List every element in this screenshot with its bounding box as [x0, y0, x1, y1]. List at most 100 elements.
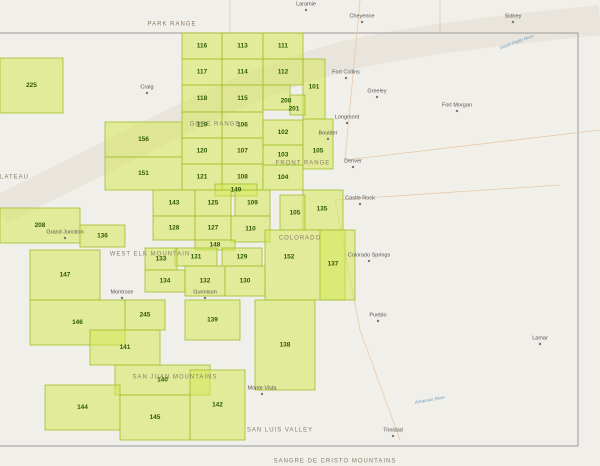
unit-label: 149 — [231, 187, 242, 194]
city-dot — [345, 121, 349, 125]
city-label: Monte Vista — [248, 385, 278, 391]
hunt-unit — [124, 299, 166, 331]
unit-label: 110 — [245, 226, 256, 233]
unit-label: 111 — [278, 43, 289, 50]
city-dot — [391, 434, 395, 438]
unit-label: 138 — [280, 342, 291, 349]
unit-label: 144 — [77, 404, 88, 411]
hunt-unit — [224, 265, 266, 297]
city-label: Fort Morgan — [442, 102, 472, 108]
unit-label: 208 — [35, 222, 46, 229]
city-label: Denver — [344, 158, 362, 164]
unit-label: 245 — [140, 312, 151, 319]
hunt-unit — [221, 58, 264, 86]
city-label: Greeley — [367, 88, 387, 94]
city-dot — [63, 236, 67, 240]
unit-label: 108 — [237, 174, 248, 181]
hunt-unit — [0, 207, 81, 244]
unit-label: 127 — [208, 225, 219, 232]
city-label: Grand Junction — [46, 229, 83, 235]
hunt-unit — [119, 394, 191, 441]
unit-label: 102 — [278, 129, 289, 136]
hunt-unit — [221, 111, 264, 139]
city-label: Colorado Springs — [348, 252, 391, 258]
unit-label: 135 — [317, 206, 328, 213]
city-dot — [375, 95, 379, 99]
hunt-unit — [184, 265, 226, 297]
city-dot — [120, 296, 124, 300]
hunt-unit — [184, 299, 241, 341]
unit-label: 134 — [160, 278, 171, 285]
hunt-unit — [104, 121, 183, 158]
unit-label: 119 — [197, 122, 208, 129]
unit-label: 152 — [284, 254, 295, 261]
units-layer — [0, 32, 356, 441]
hunt-unit — [29, 249, 101, 301]
hunt-unit — [79, 224, 126, 248]
city-dot — [538, 342, 542, 346]
city-dot — [203, 296, 207, 300]
unit-label: 118 — [197, 95, 208, 102]
hunt-unit — [152, 215, 196, 241]
unit-label: 145 — [150, 414, 161, 421]
region-label: WEST ELK MOUNTAIN — [110, 252, 190, 258]
hunt-unit — [221, 32, 264, 60]
city-dot — [455, 109, 459, 113]
unit-label: 140 — [157, 377, 168, 384]
hunt-unit — [254, 299, 316, 391]
unit-label: 148 — [210, 242, 221, 249]
unit-label: 116 — [197, 43, 208, 50]
region-label: PLATEAU — [0, 175, 29, 181]
unit-label: 109 — [247, 200, 258, 207]
city-dot — [351, 165, 355, 169]
unit-label: 139 — [207, 317, 218, 324]
unit-label: 120 — [197, 148, 208, 155]
hunt-unit — [152, 189, 196, 217]
unit-label: 156 — [138, 136, 149, 143]
border-line — [229, 0, 441, 33]
unit-label: 114 — [237, 69, 248, 76]
hunt-unit — [89, 329, 161, 366]
city-label: Laramie — [296, 1, 316, 7]
region-label: GORE RANGE — [190, 122, 241, 128]
city-label: Castle Rock — [345, 195, 375, 201]
unit-label: 133 — [156, 256, 167, 263]
hunt-unit — [189, 369, 246, 441]
city-label: Craig — [140, 84, 153, 90]
unit-label: 130 — [240, 278, 251, 285]
hunt-unit — [319, 229, 356, 301]
hunt-unit — [279, 194, 306, 231]
region-label: FRONT RANGE — [276, 161, 331, 167]
unit-label: 146 — [72, 319, 83, 326]
river-label: Arkansas River — [414, 394, 446, 404]
hunt-unit — [302, 118, 334, 170]
hunt-unit — [289, 94, 306, 116]
unit-label: 141 — [120, 344, 131, 351]
unit-label: 104 — [278, 174, 289, 181]
hunt-unit — [230, 215, 271, 243]
hunt-unit — [262, 164, 304, 191]
city-label: Pueblo — [369, 312, 386, 318]
hunt-unit — [234, 189, 271, 217]
unit-label: 137 — [328, 261, 339, 268]
city-label: Sidney — [505, 13, 522, 19]
region-label: SANGRE DE CRISTO MOUNTAINS — [274, 459, 397, 465]
road — [334, 0, 600, 441]
city-label: Cheyenne — [349, 13, 374, 19]
hunt-unit — [194, 189, 232, 217]
unit-label: 143 — [169, 200, 180, 207]
unit-label: 136 — [97, 233, 108, 240]
hunt-unit — [262, 32, 304, 60]
city-label: Gunnison — [193, 289, 217, 295]
city-dot — [260, 392, 264, 396]
region-label: PARK RANGE — [148, 22, 197, 28]
unit-label: 107 — [237, 148, 248, 155]
unit-label: 103 — [278, 152, 289, 159]
unit-label: 129 — [237, 254, 248, 261]
hunt-unit — [181, 137, 223, 165]
city-dot — [360, 20, 364, 24]
city-label: Lamar — [532, 335, 548, 341]
city-dot — [367, 259, 371, 263]
unit-label: 142 — [212, 402, 223, 409]
city-dot — [511, 20, 515, 24]
